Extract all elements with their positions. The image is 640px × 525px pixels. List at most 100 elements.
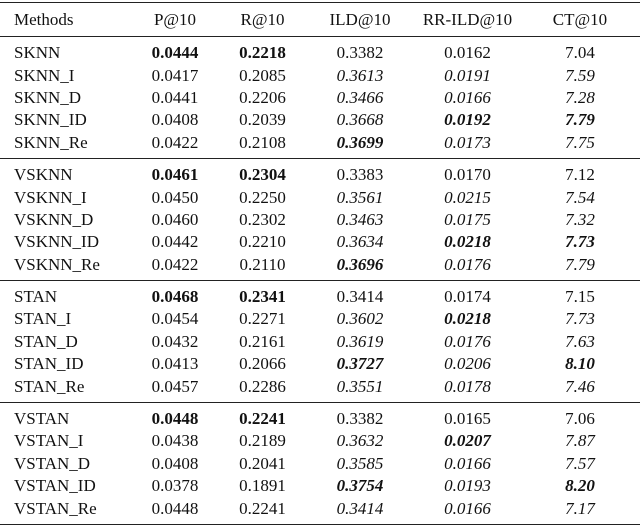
- metric-cell: 0.0441: [151, 87, 199, 107]
- metric-cell: 0.2286: [239, 376, 286, 396]
- method-cell: VSTAN: [14, 409, 70, 429]
- table-row: VSTAN_I 0.0438 0.2189 0.3632 0.0207 7.87: [0, 430, 640, 452]
- table-row: VSTAN_D 0.0408 0.2041 0.3585 0.0166 7.57: [0, 453, 640, 475]
- metric-cell: 0.3602: [336, 309, 384, 329]
- row-group: VSKNN 0.0461 0.2304 0.3383 0.0170 7.12 VSKNN_I…: [0, 158, 640, 281]
- metric-cell: 7.17: [565, 498, 595, 518]
- row-group: STAN 0.0468 0.2341 0.3414 0.0174 7.15 STAN_I 0.…: [0, 280, 640, 403]
- metric-cell: 0.0432: [151, 331, 199, 351]
- metric-cell: 0.0173: [444, 132, 491, 152]
- table-row: SKNN_D 0.0441 0.2206 0.3466 0.0166 7.28: [0, 87, 640, 109]
- metric-cell: 0.3634: [336, 232, 384, 252]
- metric-cell: 0.3613: [336, 65, 384, 85]
- metric-cell: 0.0408: [151, 453, 199, 473]
- metric-cell: 0.2210: [239, 232, 286, 252]
- metric-cell: 0.3619: [336, 331, 384, 351]
- metric-cell: 0.0170: [444, 165, 491, 185]
- metric-cell: 0.2108: [239, 132, 286, 152]
- metric-cell: 7.73: [565, 232, 595, 252]
- table-row: SKNN 0.0444 0.2218 0.3382 0.0162 7.04: [0, 37, 640, 65]
- metric-cell: 7.15: [565, 287, 595, 307]
- header-cell: P@10: [153, 9, 197, 29]
- table-row: SKNN_ID 0.0408 0.2039 0.3668 0.0192 7.79: [0, 109, 640, 131]
- metric-cell: 0.3561: [336, 187, 384, 207]
- header-cell: CT@10: [552, 9, 608, 29]
- metric-cell: 8.10: [565, 354, 595, 374]
- method-cell: STAN_Re: [14, 376, 85, 396]
- metric-cell: 7.57: [565, 453, 595, 473]
- metric-cell: 0.0166: [444, 453, 491, 473]
- method-cell: SKNN_ID: [14, 110, 87, 130]
- table-row: SKNN_I 0.0417 0.2085 0.3613 0.0191 7.59: [0, 64, 640, 86]
- metric-cell: 0.0422: [151, 254, 199, 274]
- table-row: SKNN_Re 0.0422 0.2108 0.3699 0.0173 7.75: [0, 132, 640, 159]
- metric-cell: 0.3754: [336, 476, 384, 496]
- row-group: SKNN 0.0444 0.2218 0.3382 0.0162 7.04 SKNN_I 0.…: [0, 37, 640, 159]
- metric-cell: 0.0218: [444, 309, 491, 329]
- table-row: VSKNN_D 0.0460 0.2302 0.3463 0.0175 7.32: [0, 209, 640, 231]
- metric-cell: 0.0166: [444, 498, 491, 518]
- metric-cell: 0.3668: [336, 110, 384, 130]
- metric-cell: 0.3727: [336, 354, 384, 374]
- method-cell: SKNN: [14, 43, 61, 63]
- metric-cell: 0.1891: [239, 476, 286, 496]
- metric-cell: 0.3382: [336, 409, 384, 429]
- metric-cell: 0.0178: [444, 376, 491, 396]
- metric-cell: 0.2189: [239, 431, 286, 451]
- metric-cell: 0.2241: [239, 498, 286, 518]
- metric-cell: 0.0166: [444, 87, 491, 107]
- table-row: VSTAN_Re 0.0448 0.2241 0.3414 0.0166 7.17: [0, 497, 640, 524]
- metric-cell: 7.79: [565, 110, 595, 130]
- metric-cell: 0.3585: [336, 453, 384, 473]
- method-cell: STAN_I: [14, 309, 72, 329]
- metric-cell: 7.06: [565, 409, 595, 429]
- metric-cell: 0.2161: [239, 331, 286, 351]
- metric-cell: 0.0176: [444, 254, 491, 274]
- metric-cell: 0.0413: [151, 354, 199, 374]
- header-row: Methods P@10 R@10 ILD@10 RR-ILD@10 CT@10: [0, 2, 640, 37]
- method-cell: SKNN_I: [14, 65, 75, 85]
- metric-cell: 0.0454: [151, 309, 199, 329]
- table-row: VSKNN_ID 0.0442 0.2210 0.3634 0.0218 7.73: [0, 231, 640, 253]
- metric-cell: 7.63: [565, 331, 595, 351]
- header-cell: Methods: [14, 9, 74, 29]
- table-row: STAN_I 0.0454 0.2271 0.3602 0.0218 7.73: [0, 308, 640, 330]
- method-cell: VSKNN_I: [14, 187, 87, 207]
- metric-cell: 0.2302: [239, 209, 286, 229]
- table-row: VSKNN 0.0461 0.2304 0.3383 0.0170 7.12: [0, 158, 640, 186]
- metric-cell: 0.0448: [151, 498, 199, 518]
- metric-cell: 0.0442: [151, 232, 199, 252]
- row-group: VSTAN 0.0448 0.2241 0.3382 0.0165 7.06 VSTAN_I…: [0, 402, 640, 525]
- metric-cell: 0.3551: [336, 376, 384, 396]
- metric-cell: 0.3699: [336, 132, 384, 152]
- metric-cell: 0.0191: [444, 65, 491, 85]
- metric-cell: 0.3466: [336, 87, 384, 107]
- metric-cell: 0.0417: [151, 65, 199, 85]
- metric-cell: 0.0422: [151, 132, 199, 152]
- metric-cell: 7.59: [565, 65, 595, 85]
- method-cell: STAN: [14, 287, 58, 307]
- metric-cell: 0.2341: [239, 287, 286, 307]
- method-cell: VSKNN: [14, 165, 73, 185]
- metric-cell: 0.2250: [239, 187, 286, 207]
- metric-cell: 7.54: [565, 187, 595, 207]
- metric-cell: 0.2110: [239, 254, 286, 274]
- table-header: Methods P@10 R@10 ILD@10 RR-ILD@10 CT@10: [0, 2, 640, 37]
- metric-cell: 0.0165: [444, 409, 491, 429]
- metric-cell: 0.3414: [336, 498, 384, 518]
- metric-cell: 0.0175: [444, 209, 491, 229]
- metric-cell: 0.0176: [444, 331, 491, 351]
- table-row: VSTAN 0.0448 0.2241 0.3382 0.0165 7.06: [0, 402, 640, 430]
- metric-cell: 7.12: [565, 165, 595, 185]
- metric-cell: 7.28: [565, 87, 595, 107]
- method-cell: VSKNN_ID: [14, 232, 99, 252]
- table-row: VSKNN_Re 0.0422 0.2110 0.3696 0.0176 7.79: [0, 254, 640, 281]
- metric-cell: 7.73: [565, 309, 595, 329]
- method-cell: STAN_ID: [14, 354, 84, 374]
- metric-cell: 0.3463: [336, 209, 384, 229]
- metric-cell: 0.0408: [151, 110, 199, 130]
- metric-cell: 0.3696: [336, 254, 384, 274]
- method-cell: VSTAN_ID: [14, 476, 96, 496]
- table-row: STAN_D 0.0432 0.2161 0.3619 0.0176 7.63: [0, 331, 640, 353]
- metric-cell: 0.0207: [444, 431, 491, 451]
